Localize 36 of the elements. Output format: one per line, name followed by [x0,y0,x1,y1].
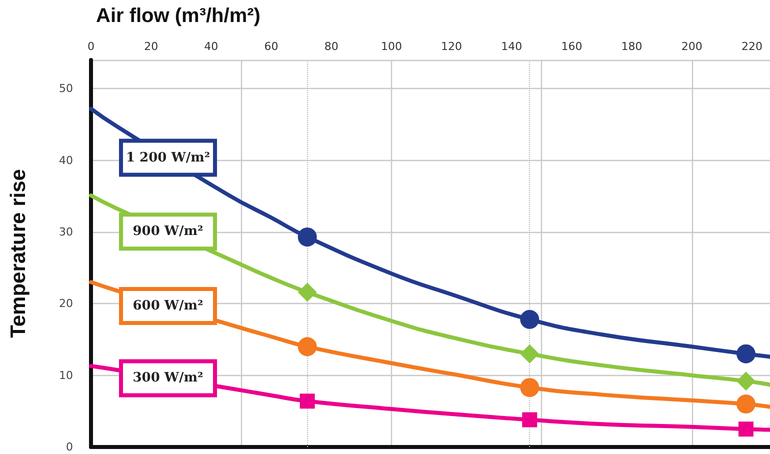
x-tick-label: 40 [204,40,218,53]
x-tick-label: 120 [441,40,462,53]
series-label: 900 W/m² [132,224,204,240]
point [736,372,756,391]
point [298,228,317,247]
point [520,344,540,364]
point [520,378,540,398]
point [298,337,317,356]
y-tick-label: 30 [59,226,73,238]
series-label: 600 W/m² [132,298,204,314]
x-tick-label: 160 [561,40,582,53]
y-tick-label: 0 [66,440,73,454]
y-tick-label: 10 [59,368,73,382]
point [738,422,754,437]
x-axis-title: Air flow (m³/h/m²) [96,5,260,27]
point [736,344,756,364]
x-tick-label: 200 [681,40,702,53]
x-tick-label: 80 [324,40,338,53]
x-tick-label: 60 [264,40,278,53]
y-tick-label: 40 [59,154,73,167]
x-tick-label: 20 [144,40,158,53]
x-tick-label: 0 [88,40,94,53]
series-label: 1 200 W/m² [126,150,210,166]
series-label: 300 W/m² [132,370,204,386]
point [736,394,756,414]
y-tick-label: 50 [59,82,73,96]
x-tick-label: 100 [380,40,402,53]
x-tick-label: 140 [501,40,522,53]
y-axis-title: Temperature rise [7,169,30,338]
x-tick-label: 220 [741,40,762,53]
point [522,412,538,428]
point [300,394,315,409]
point [520,310,540,329]
y-tick-label: 20 [59,297,73,310]
point [298,282,317,302]
x-tick-label: 180 [621,40,642,53]
